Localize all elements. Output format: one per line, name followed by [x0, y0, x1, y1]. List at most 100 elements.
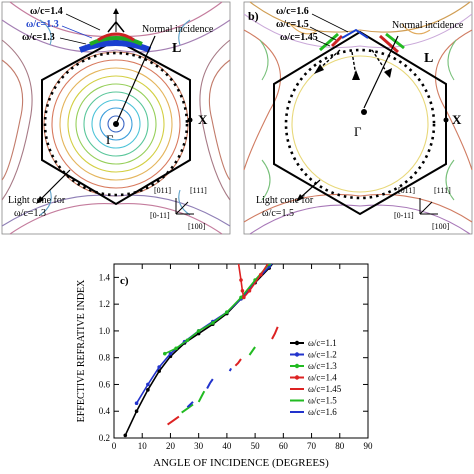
legend-marker	[294, 375, 300, 380]
panel-b-x-point	[443, 117, 449, 123]
legend-label: ω/c=1.45	[308, 384, 342, 394]
panel-b-L-label: L	[424, 51, 433, 66]
panel-b-contours	[243, 1, 473, 235]
series-point-3	[247, 288, 252, 293]
panel-a-x-point	[187, 117, 193, 123]
series-point-2	[185, 338, 190, 343]
chart-series	[123, 256, 280, 438]
series-point-1	[157, 365, 161, 369]
panel-a-X-label: X	[198, 112, 208, 127]
panel-b-axis-111: [111]	[434, 186, 451, 195]
panel-b-axis-0m11: [0-11]	[394, 211, 414, 220]
panel-b-normal-incidence-label: Normal incidence	[392, 20, 464, 31]
panel-b-axis-011: [011]	[398, 186, 415, 195]
series-point-3	[240, 288, 245, 293]
y-tick-label: 0.6	[99, 379, 111, 389]
series-point-1	[146, 382, 150, 387]
series-point-1	[168, 351, 173, 356]
series-point-3	[242, 295, 246, 300]
series-point-2	[196, 329, 201, 333]
legend-label: ω/c=1.5	[308, 396, 337, 406]
x-tick-label: 10	[138, 441, 148, 451]
panel-a-axes-glyph: [011] [111] [0-11] [100]	[150, 186, 207, 231]
panel-a-axis-011: [011]	[154, 186, 171, 195]
panel-a-freq-label-3: ω/c=1.3	[22, 32, 55, 43]
series-point-3	[236, 260, 240, 264]
series-point-0	[276, 256, 280, 260]
legend-label: ω/c=1.2	[308, 350, 337, 360]
x-tick-label: 30	[194, 441, 204, 451]
series-point-0	[146, 388, 150, 392]
panel-b-brillouin-zone	[273, 30, 447, 216]
panel-b-normal-line	[363, 35, 399, 109]
panel-a-brillouin-zone	[41, 38, 191, 206]
series-line-5	[197, 390, 206, 403]
panel-a-light-cone-circle	[43, 51, 189, 197]
series-line-5	[181, 403, 194, 414]
legend-label: ω/c=1.6	[308, 407, 337, 417]
series-point-0	[123, 433, 128, 438]
panel-b-freq-label-3: ω/c=1.45	[280, 32, 318, 43]
panel-c-letter: c)	[120, 275, 129, 287]
chart-y-ticks: 0.2 0.4 0.6 0.8 1.0 1.2 1.4	[99, 272, 368, 443]
series-point-2	[239, 295, 243, 300]
panel-a-normal-incidence-label: Normal incidence	[142, 24, 214, 35]
panel-a-L-label: L	[172, 41, 181, 56]
series-line-4	[271, 326, 279, 340]
y-tick-label: 1.0	[99, 326, 111, 336]
panel-b-letter: b)	[248, 9, 259, 23]
panel-a-gamma-label: Γ	[106, 132, 114, 147]
panel-b-gamma-point	[361, 109, 367, 115]
panel-a-arrow-head	[113, 8, 119, 14]
panel-b-light-cone-line1: Light cone for	[256, 195, 314, 206]
panel-b-light-cone-line2: ω/c=1.5	[262, 208, 294, 219]
panel-b-light-cone-pointer	[299, 179, 321, 199]
y-tick-label: 1.4	[99, 272, 111, 282]
y-tick-label: 0.4	[99, 406, 111, 416]
chart-y-axis-label: EFFECTIVE REFRATIVE INDEX	[76, 279, 87, 423]
series-line-4	[234, 358, 242, 367]
legend-marker	[294, 340, 300, 346]
series-point-1	[276, 256, 280, 260]
panel-b-axes-glyph: [011] [111] [0-11] [100]	[394, 186, 451, 231]
legend-label: ω/c=1.4	[308, 373, 337, 383]
panel-b-light-cone-circle	[284, 48, 436, 200]
y-tick-label: 0.2	[99, 433, 110, 443]
x-tick-label: 80	[335, 441, 345, 451]
panel-a-freq-label-2: ω/c=1.3	[26, 19, 59, 30]
series-line-6	[186, 401, 194, 408]
panel-a-freq-label-1: ω/c=1.4	[30, 6, 63, 17]
chart-legend: ω/c=1.1 ω/c=1.2ω/c=1.3 ω/c=1.4ω/c=1.45 ω/c=…	[290, 338, 342, 417]
series-point-1	[134, 401, 139, 406]
series-line-4	[167, 415, 180, 426]
panel-a-pointer-head	[36, 196, 44, 204]
series-line-6	[206, 378, 214, 389]
series-point-2	[225, 310, 229, 314]
panel-b-X-label: X	[452, 112, 462, 127]
chart-plot-area	[113, 263, 369, 439]
panel-a-axis-111: [111]	[190, 186, 207, 195]
panel-b-freq-label-2: ω/c=1.5	[276, 19, 309, 30]
panel-c: 0.2 0.4 0.6 0.8 1.0 1.2 1.4 0 10 20 30 40 50 60 70 80 9…	[76, 256, 374, 469]
series-point-3	[239, 278, 243, 282]
x-tick-label: 90	[364, 441, 374, 451]
x-tick-label: 40	[222, 441, 232, 451]
legend-marker	[294, 352, 300, 357]
panel-a-axis-100: [100]	[188, 222, 206, 231]
panel-a-light-cone-line1: Light cone for	[8, 195, 66, 206]
panel-a: ω/c=1.4 ω/c=1.3 ω/c=1.3 Normal incidence…	[1, 1, 231, 235]
panel-b-axis-100: [100]	[432, 222, 450, 231]
series-point-0	[134, 409, 139, 414]
chart-x-axis-label: ANGLE OF INCIDENCE (DEGREES)	[153, 457, 329, 469]
legend-marker	[294, 363, 300, 369]
series-line-5	[248, 346, 256, 356]
x-tick-label: 50	[251, 441, 261, 451]
series-point-2	[273, 256, 277, 260]
panel-a-axis-0m11: [0-11]	[150, 211, 170, 220]
series-point-3	[270, 256, 274, 260]
series-point-2	[210, 321, 215, 325]
panel-b-gamma-label: Γ	[354, 124, 362, 139]
panel-a-gamma-point	[113, 121, 119, 127]
panel-a-iso-bands	[78, 20, 152, 53]
series-point-0	[157, 369, 161, 373]
